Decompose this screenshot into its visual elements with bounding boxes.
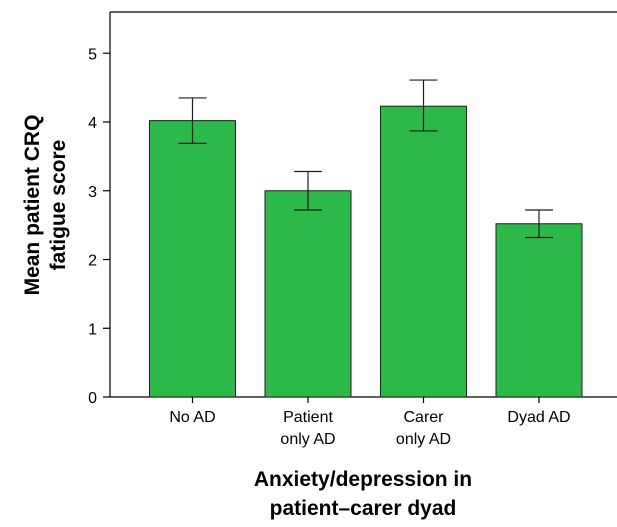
y-tick-label: 4 bbox=[88, 115, 97, 132]
y-axis-title-line: fatigue score bbox=[47, 140, 70, 271]
x-tick-label: Dyad AD bbox=[507, 409, 570, 426]
x-tick-label: No AD bbox=[169, 409, 215, 426]
y-tick-label: 1 bbox=[88, 321, 97, 338]
y-axis-title-line: Mean patient CRQ bbox=[21, 115, 44, 296]
error-bars bbox=[178, 79, 553, 239]
x-tick-label-line: only AD bbox=[396, 431, 451, 448]
bar bbox=[495, 223, 583, 398]
x-axis-title-line: patient–carer dyad bbox=[270, 497, 457, 520]
y-tick-label: 3 bbox=[88, 184, 97, 201]
x-tick-label-line: Patient bbox=[283, 409, 333, 426]
y-tick-label: 5 bbox=[88, 46, 97, 63]
x-axis-title-line: Anxiety/depression in bbox=[254, 468, 472, 491]
x-tick-label-line: only AD bbox=[280, 431, 335, 448]
bars bbox=[149, 105, 583, 398]
x-tick-labels: No AD Patient only AD Carer only AD Dyad AD bbox=[169, 397, 571, 448]
bar bbox=[264, 190, 352, 398]
bar bbox=[380, 105, 467, 398]
x-tick-label-line: Dyad AD bbox=[507, 409, 570, 426]
y-tick-label: 2 bbox=[88, 253, 97, 270]
axis-titles: Anxiety/depression in patient–carer dyad M… bbox=[21, 115, 472, 520]
x-tick-label-line: Carer bbox=[403, 409, 444, 426]
y-axis-title: Mean patient CRQ fatigue score bbox=[21, 115, 70, 296]
x-axis-title: Anxiety/depression in patient–carer dyad bbox=[254, 468, 472, 520]
x-tick-label: Carer only AD bbox=[396, 409, 451, 448]
y-tick-label: 0 bbox=[88, 390, 97, 407]
x-tick-label: Patient only AD bbox=[280, 409, 335, 448]
y-ticks: 0 1 2 3 4 5 bbox=[88, 46, 110, 407]
x-tick-label-line: No AD bbox=[169, 409, 215, 426]
bar bbox=[149, 120, 236, 398]
